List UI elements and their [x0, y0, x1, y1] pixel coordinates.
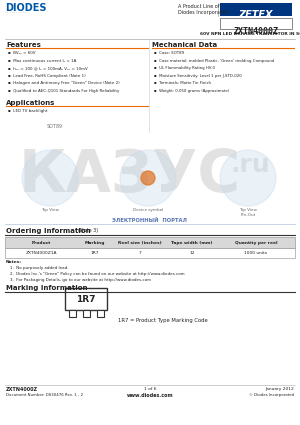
Text: Top View: Top View	[41, 208, 59, 212]
Text: 1.  No purposely added lead.: 1. No purposely added lead.	[10, 266, 68, 270]
Text: ▪  Max continuous current I₀ = 1A: ▪ Max continuous current I₀ = 1A	[8, 59, 76, 62]
Text: ▪  Qualified to AEC-Q101 Standards For High Reliability: ▪ Qualified to AEC-Q101 Standards For Hi…	[8, 88, 119, 93]
Text: (Note 3): (Note 3)	[78, 228, 98, 233]
Text: Product: Product	[32, 241, 51, 244]
Bar	[5, 237, 295, 248]
Bar	[220, 3, 292, 16]
Text: ZXTN4000Z: ZXTN4000Z	[233, 27, 278, 36]
Text: 1 of 6: 1 of 6	[144, 387, 156, 391]
Circle shape	[220, 150, 276, 206]
Text: ZXTN4000Z1A: ZXTN4000Z1A	[26, 251, 57, 255]
Text: ▪  Terminals: Matte Tin Finish: ▪ Terminals: Matte Tin Finish	[154, 81, 211, 85]
Text: ZETEX: ZETEX	[239, 10, 273, 20]
Text: January 2012: January 2012	[265, 387, 294, 391]
Text: Applications: Applications	[6, 100, 56, 106]
Text: ▪  Case material: molded Plastic, 'Green' molding Compound: ▪ Case material: molded Plastic, 'Green'…	[154, 59, 274, 62]
Text: ▪  UL Flammability Rating HV-0: ▪ UL Flammability Rating HV-0	[154, 66, 215, 70]
Text: Quantity per reel: Quantity per reel	[235, 241, 277, 244]
Circle shape	[120, 150, 176, 206]
Text: ZXTN4000Z: ZXTN4000Z	[6, 387, 38, 392]
Text: 12: 12	[189, 251, 195, 255]
Text: Top View
Pin-Out: Top View Pin-Out	[239, 208, 257, 217]
Text: ▪  Case: SOT89: ▪ Case: SOT89	[154, 51, 184, 55]
Text: 1R7 = Product Type Marking Code: 1R7 = Product Type Marking Code	[118, 318, 208, 323]
Text: 3.  For Packaging Details, go to our website at http://www.diodes.com: 3. For Packaging Details, go to our webs…	[10, 278, 151, 282]
Text: Reel size (inches): Reel size (inches)	[118, 241, 162, 244]
Text: 1R7: 1R7	[91, 251, 99, 255]
Text: ▪  Moisture Sensitivity: Level 1 per J-STD-020: ▪ Moisture Sensitivity: Level 1 per J-ST…	[154, 74, 242, 77]
Circle shape	[141, 171, 155, 185]
Text: Marking Information: Marking Information	[6, 285, 88, 291]
Text: www.diodes.com: www.diodes.com	[127, 393, 173, 398]
Text: ЭЛЕКТРОННЫЙ  ПОРТАЛ: ЭЛЕКТРОННЫЙ ПОРТАЛ	[112, 218, 188, 223]
Text: Features: Features	[6, 42, 41, 48]
Text: 1000 units: 1000 units	[244, 251, 267, 255]
Text: DIODES: DIODES	[5, 3, 47, 13]
Text: Document Number: DS30476 Rev. 1 - 2: Document Number: DS30476 Rev. 1 - 2	[6, 393, 83, 397]
Text: ▪  LED TV backlight: ▪ LED TV backlight	[8, 109, 47, 113]
Bar	[65, 288, 107, 310]
Text: КАЗУС: КАЗУС	[19, 147, 241, 204]
Text: .ru: .ru	[230, 153, 270, 177]
Text: Mechanical Data: Mechanical Data	[152, 42, 217, 48]
Bar	[82, 310, 89, 317]
Text: Device symbol: Device symbol	[133, 208, 163, 212]
Text: 2.  Diodes Inc.'s "Green" Policy can be found on our website at http://www.diode: 2. Diodes Inc.'s "Green" Policy can be f…	[10, 272, 184, 276]
Bar	[68, 310, 76, 317]
Text: Ordering Information: Ordering Information	[6, 228, 91, 234]
Text: ▪  BV₀₀ > 60V: ▪ BV₀₀ > 60V	[8, 51, 35, 55]
Text: Marking: Marking	[85, 241, 105, 244]
Text: ▪  Halogen and Antimony Free "Green" Device (Note 2): ▪ Halogen and Antimony Free "Green" Devi…	[8, 81, 120, 85]
Bar	[5, 248, 295, 258]
Text: Notes:: Notes:	[6, 260, 22, 264]
Bar	[220, 18, 292, 29]
Bar	[97, 310, 104, 317]
Text: 60V NPN LED DRIVING TRANSISTOR IN SOT89: 60V NPN LED DRIVING TRANSISTOR IN SOT89	[200, 32, 300, 36]
Text: ▪  Lead Free, RoHS Compliant (Note 1): ▪ Lead Free, RoHS Compliant (Note 1)	[8, 74, 86, 77]
Text: ▪  Weight: 0.050 grams (Approximate): ▪ Weight: 0.050 grams (Approximate)	[154, 88, 229, 93]
Text: A Product Line of
Diodes Incorporated: A Product Line of Diodes Incorporated	[178, 4, 228, 15]
Text: © Diodes Incorporated: © Diodes Incorporated	[249, 393, 294, 397]
Text: Tape width (mm): Tape width (mm)	[171, 241, 213, 244]
Text: 1R7: 1R7	[76, 295, 96, 303]
Text: ▪  h₀₀ = 100 @ I₀ = 100mA, V₀₀ = 10mV: ▪ h₀₀ = 100 @ I₀ = 100mA, V₀₀ = 10mV	[8, 66, 88, 70]
Text: SOT89: SOT89	[47, 124, 63, 129]
Text: · · · · · · · · · ·: · · · · · · · · · ·	[5, 11, 26, 15]
Text: 7: 7	[139, 251, 141, 255]
Circle shape	[22, 150, 78, 206]
